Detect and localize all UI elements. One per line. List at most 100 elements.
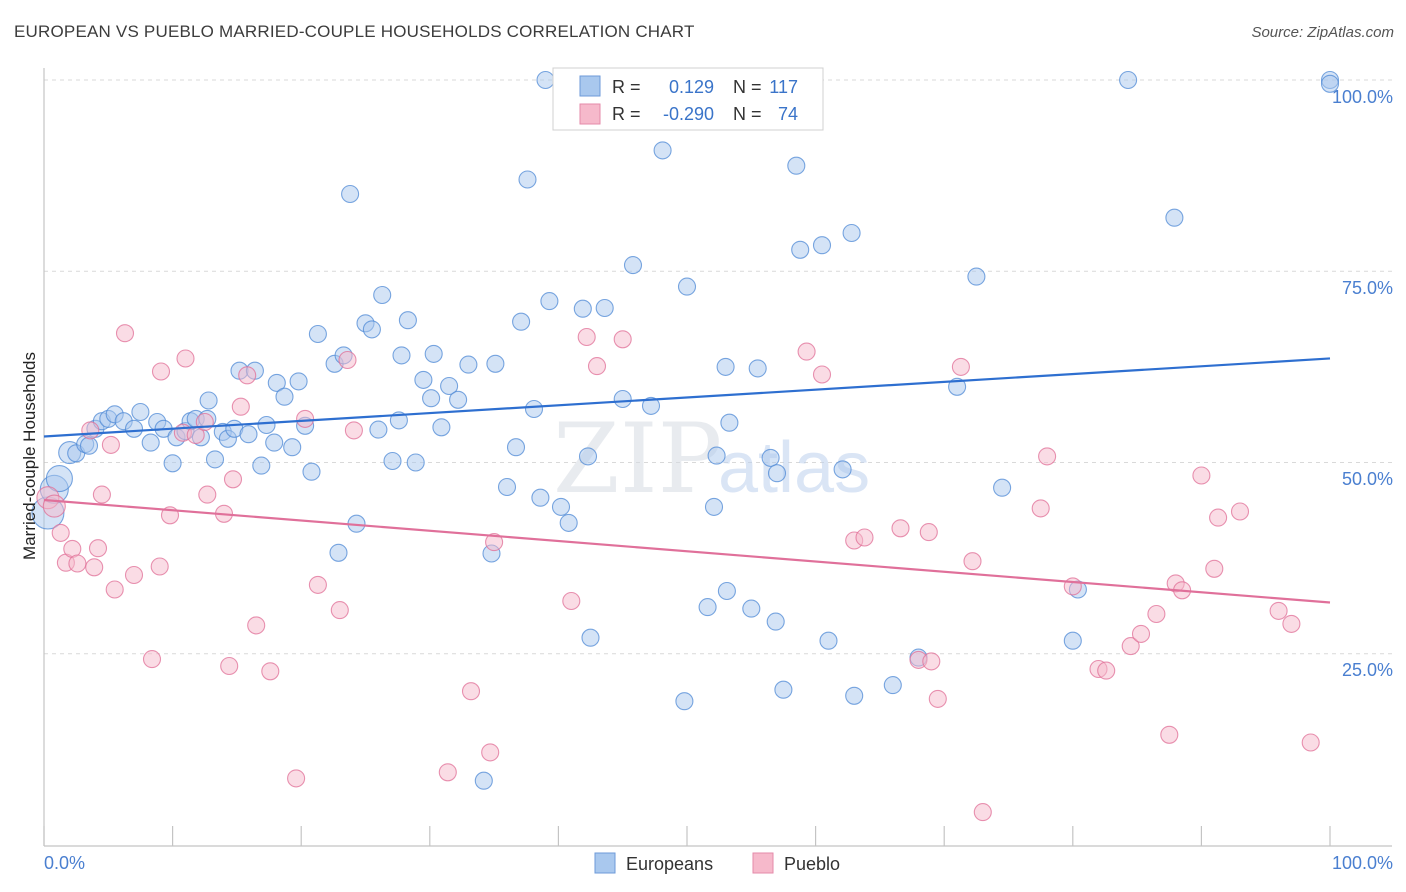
europeans-data-point <box>720 413 739 432</box>
pueblo-data-point <box>1097 661 1116 680</box>
europeans-data-point <box>623 256 643 275</box>
pueblo-data-point <box>330 601 349 620</box>
europeans-data-point <box>373 285 392 305</box>
europeans-data-point <box>283 438 302 457</box>
pueblo-data-point <box>115 324 135 343</box>
europeans-data-point <box>761 448 780 467</box>
pueblo-data-point <box>928 689 947 708</box>
europeans-data-point <box>717 581 736 601</box>
pueblo-data-point <box>922 652 941 671</box>
pueblo-data-point <box>68 554 87 573</box>
europeans-data-point <box>369 420 388 439</box>
europeans-data-point <box>653 141 672 160</box>
europeans-data-point <box>267 373 286 392</box>
europeans-data-point <box>774 680 793 699</box>
trend-line-pueblo <box>43 498 1331 604</box>
pueblo-data-point <box>1209 508 1228 527</box>
europeans-data-point <box>559 513 578 532</box>
europeans-data-point <box>424 344 443 363</box>
europeans-data-point <box>677 277 697 296</box>
europeans-data-point <box>79 436 99 455</box>
pueblo-data-point <box>176 349 195 368</box>
x-ticks <box>43 826 1331 846</box>
europeans-data-point <box>531 488 550 507</box>
europeans-data-point <box>993 478 1012 497</box>
europeans-data-point <box>497 477 517 497</box>
europeans-data-point <box>748 359 767 378</box>
europeans-data-point <box>329 543 348 562</box>
europeans-data-point <box>641 396 661 415</box>
chart-source: Source: ZipAtlas.com <box>1251 24 1394 41</box>
europeans-data-point <box>275 387 294 406</box>
pueblo-data-point <box>797 342 816 361</box>
pueblo-data-point <box>150 557 169 576</box>
pueblo-data-point <box>1121 637 1140 656</box>
europeans-data-point <box>766 612 785 631</box>
pueblo-data-point <box>587 357 607 376</box>
y-tick-label-50: 50.0% <box>1342 469 1393 489</box>
pueblo-data-point <box>296 409 315 428</box>
europeans-data-point <box>883 676 902 695</box>
pueblo-data-point <box>919 523 938 542</box>
europeans-data-point <box>791 240 810 259</box>
pueblo-data-point <box>951 357 970 376</box>
pueblo-data-point <box>42 494 66 518</box>
europeans-data-point <box>540 292 559 311</box>
x-tick-label-min: 0.0% <box>44 853 85 873</box>
pueblo-data-point <box>105 580 124 599</box>
pueblo-data-point <box>51 523 70 542</box>
europeans-data-point <box>518 170 537 189</box>
legend-r-value-pueblo: -0.290 <box>663 104 714 124</box>
pueblo-data-point <box>855 528 874 547</box>
y-axis-label: Married-couple Households <box>20 352 39 560</box>
europeans-data-point <box>512 312 531 331</box>
y-tick-label-100: 100.0% <box>1332 87 1393 107</box>
pueblo-data-point <box>81 421 100 440</box>
pueblo-data-point <box>338 350 357 370</box>
europeans-data-point <box>581 628 600 647</box>
pueblo-data-point <box>461 682 481 701</box>
pueblo-data-point <box>198 485 217 504</box>
europeans-data-point <box>383 451 402 471</box>
europeans-data-point <box>812 236 832 255</box>
pueblo-data-point <box>151 362 171 381</box>
europeans-data-point <box>422 389 441 408</box>
europeans-data-point <box>551 497 571 516</box>
pueblo-data-point <box>142 650 162 669</box>
pueblo-data-point <box>577 327 596 347</box>
europeans-data-point <box>302 462 321 481</box>
europeans-data-point <box>239 425 258 444</box>
legend-r-label-europeans: R = <box>612 77 641 97</box>
pueblo-data-point <box>238 366 257 385</box>
pueblo-data-point <box>247 616 266 635</box>
pueblo-data-point <box>562 591 581 611</box>
europeans-data-point <box>573 299 592 318</box>
europeans-data-point <box>767 464 787 483</box>
pueblo-data-point <box>85 558 104 577</box>
europeans-data-point <box>1119 70 1138 90</box>
pueblo-data-point <box>613 330 632 349</box>
europeans-data-point <box>1165 208 1184 227</box>
europeans-data-point <box>252 456 271 475</box>
pueblo-data-point <box>1147 604 1166 624</box>
europeans-data-point <box>362 320 381 339</box>
europeans-data-point <box>392 346 411 365</box>
europeans-data-point <box>199 391 218 410</box>
europeans-data-point <box>716 357 735 376</box>
europeans-data-point <box>486 354 505 373</box>
watermark-zip: ZIP <box>553 403 722 515</box>
europeans-data-point <box>845 686 864 705</box>
europeans-data-point <box>506 438 526 457</box>
europeans-data-point <box>45 465 73 493</box>
pueblo-data-point <box>308 575 327 594</box>
europeans-data-point <box>440 376 459 396</box>
bottom-legend-swatch-pueblo <box>752 852 774 874</box>
europeans-data-point <box>341 184 360 204</box>
pueblo-data-point <box>287 769 306 788</box>
europeans-data-point <box>742 599 761 618</box>
pueblo-data-point <box>1160 725 1179 744</box>
legend-r-value-europeans: 0.129 <box>669 77 714 97</box>
y-tick-label-25: 25.0% <box>1342 660 1393 680</box>
europeans-data-point <box>414 370 433 389</box>
europeans-data-point <box>675 692 694 711</box>
